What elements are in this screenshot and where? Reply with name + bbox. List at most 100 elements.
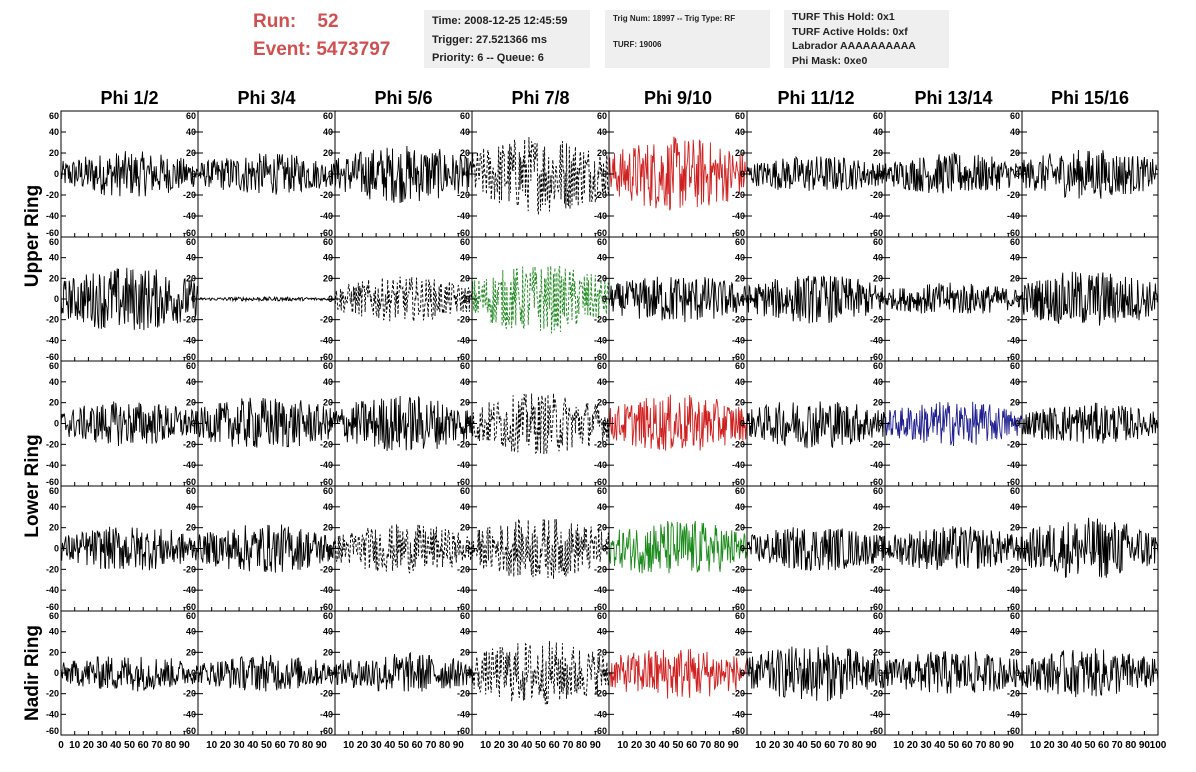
waveform-panel: -60 -40 -20 0 20 40 60: [46, 360, 199, 487]
y-tick-label: -60: [594, 228, 607, 238]
waveform-trace: [197, 153, 336, 195]
y-tick-label: 0: [465, 419, 470, 429]
waveform-panel: -60 -40 -20 0 20 40 60: [594, 110, 748, 238]
waveform-trace: [471, 393, 610, 455]
y-tick-label: -60: [320, 352, 333, 362]
y-tick-label: 0: [740, 294, 745, 304]
y-tick-label: -40: [457, 335, 470, 345]
x-tick-label: 40: [934, 740, 946, 751]
y-tick-label: -20: [732, 689, 745, 699]
waveform-trace: [884, 651, 1023, 694]
waveform-trace: [608, 276, 748, 323]
y-tick-label: -40: [46, 335, 59, 345]
x-tick-label: 90: [590, 740, 602, 751]
column-title: Phi 5/6: [374, 88, 432, 108]
y-tick-label: 20: [49, 148, 59, 158]
y-tick-label: 0: [878, 294, 883, 304]
x-tick-label: 50: [672, 740, 684, 751]
time-info-box: Time: 2008-12-25 12:45:59 Trigger: 27.52…: [424, 10, 590, 68]
waveform-panel: -60 -40 -20 0 20 40 60: [732, 360, 886, 487]
y-tick-label: 60: [735, 611, 745, 621]
y-tick-label: 40: [1010, 377, 1020, 387]
y-tick-label: 0: [878, 668, 883, 678]
y-tick-label: -60: [732, 602, 745, 612]
y-tick-label: 20: [597, 523, 607, 533]
y-tick-label: 0: [602, 419, 607, 429]
y-tick-label: 0: [740, 668, 745, 678]
y-tick-label: -60: [457, 352, 470, 362]
waveform-trace: [746, 155, 886, 191]
x-tick-label: 20: [631, 740, 643, 751]
y-tick-label: 20: [873, 148, 883, 158]
event-row: Event: 5473797: [253, 36, 390, 64]
y-tick-label: -40: [457, 460, 470, 470]
y-tick-label: 40: [460, 627, 470, 637]
y-tick-label: 0: [191, 294, 196, 304]
y-tick-label: 20: [460, 398, 470, 408]
waveform-trace: [884, 282, 1023, 314]
y-tick-label: -60: [46, 726, 59, 736]
waveform-trace: [471, 265, 610, 334]
x-tick-label: 10: [480, 740, 492, 751]
x-tick-label: 50: [261, 740, 273, 751]
y-tick-label: 40: [597, 502, 607, 512]
waveform-trace: [746, 645, 886, 702]
y-tick-label: 60: [1010, 111, 1020, 121]
waveform-trace: [334, 276, 473, 322]
y-tick-label: 0: [602, 668, 607, 678]
x-tick-label: 80: [852, 740, 864, 751]
y-tick-label: 60: [460, 237, 470, 247]
y-tick-label: -40: [870, 460, 883, 470]
waveform-trace: [60, 526, 199, 571]
run-row: Run: 52: [253, 8, 390, 36]
y-tick-label: 20: [186, 148, 196, 158]
waveform-panel: -60 -40 -20 0 20 40 60: [732, 110, 886, 238]
y-tick-label: -20: [183, 564, 196, 574]
column-title: Phi 15/16: [1051, 88, 1129, 108]
waveform-panel: -60 -40 -20 0 20 40 60: [732, 485, 886, 612]
y-tick-label: 20: [597, 273, 607, 283]
x-tick-label: 80: [1125, 740, 1137, 751]
waveform-trace: [334, 145, 473, 204]
column-title: Phi 9/10: [644, 88, 712, 108]
y-tick-label: -40: [457, 709, 470, 719]
y-tick-label: 20: [186, 523, 196, 533]
y-tick-label: 20: [735, 398, 745, 408]
y-tick-label: 40: [186, 127, 196, 137]
y-tick-label: 0: [878, 419, 883, 429]
time-text: Time: 2008-12-25 12:45:59: [432, 15, 568, 27]
x-tick-label: 70: [700, 740, 712, 751]
y-tick-label: -20: [870, 190, 883, 200]
y-tick-label: -60: [870, 352, 883, 362]
x-tick-label: 60: [686, 740, 698, 751]
y-tick-label: 20: [323, 273, 333, 283]
y-tick-label: 60: [460, 486, 470, 496]
y-tick-label: 40: [735, 127, 745, 137]
y-tick-label: -40: [320, 335, 333, 345]
y-tick-label: 0: [328, 668, 333, 678]
y-tick-label: -20: [594, 190, 607, 200]
y-tick-label: -60: [183, 477, 196, 487]
y-tick-label: 40: [323, 627, 333, 637]
x-tick-label: 60: [275, 740, 287, 751]
y-tick-label: 60: [1010, 611, 1020, 621]
y-tick-label: -20: [457, 190, 470, 200]
y-tick-label: -20: [46, 689, 59, 699]
y-tick-label: -60: [320, 477, 333, 487]
y-tick-label: -20: [870, 439, 883, 449]
y-tick-label: 40: [1010, 502, 1020, 512]
y-tick-label: -20: [1007, 315, 1020, 325]
y-tick-label: 20: [186, 647, 196, 657]
y-tick-label: -40: [320, 460, 333, 470]
y-tick-label: 60: [186, 361, 196, 371]
x-tick-label: 40: [521, 740, 533, 751]
y-tick-label: 60: [49, 486, 59, 496]
y-tick-label: -40: [732, 460, 745, 470]
y-tick-label: -20: [732, 439, 745, 449]
waveform-trace: [1021, 402, 1159, 444]
waveform-trace: [197, 654, 336, 692]
y-tick-label: 40: [1010, 627, 1020, 637]
waveform-trace: [608, 520, 748, 574]
y-tick-label: -20: [1007, 439, 1020, 449]
